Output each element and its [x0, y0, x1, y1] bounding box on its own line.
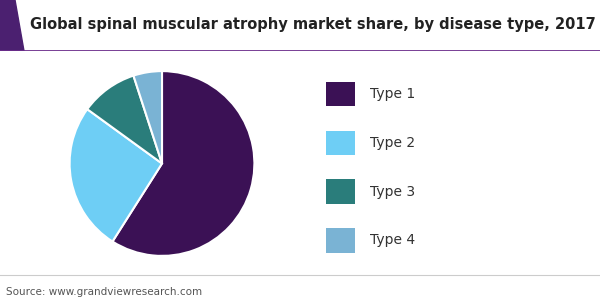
Wedge shape — [70, 109, 162, 242]
Text: Type 4: Type 4 — [370, 233, 415, 248]
Text: Type 1: Type 1 — [370, 87, 415, 101]
FancyBboxPatch shape — [326, 179, 355, 204]
Wedge shape — [133, 71, 162, 164]
Polygon shape — [0, 0, 24, 51]
Text: Source: www.grandviewresearch.com: Source: www.grandviewresearch.com — [6, 287, 202, 297]
FancyBboxPatch shape — [326, 82, 355, 106]
Text: Type 3: Type 3 — [370, 184, 415, 199]
Text: Global spinal muscular atrophy market share, by disease type, 2017 (%): Global spinal muscular atrophy market sh… — [30, 17, 600, 32]
Wedge shape — [112, 71, 254, 256]
Text: Type 2: Type 2 — [370, 136, 415, 150]
FancyBboxPatch shape — [326, 228, 355, 253]
FancyBboxPatch shape — [326, 130, 355, 155]
Wedge shape — [87, 76, 162, 164]
